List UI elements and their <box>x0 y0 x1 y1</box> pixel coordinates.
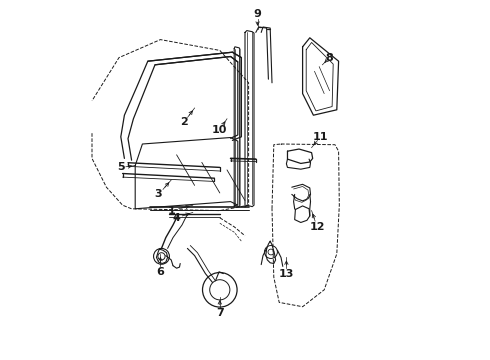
Text: 4: 4 <box>172 213 180 223</box>
Text: 9: 9 <box>254 9 262 19</box>
Text: 1: 1 <box>167 206 175 216</box>
Text: 13: 13 <box>279 269 294 279</box>
Text: 6: 6 <box>156 267 164 277</box>
Text: 8: 8 <box>326 53 334 63</box>
Text: 12: 12 <box>309 222 325 232</box>
Text: 2: 2 <box>180 117 188 127</box>
Text: 11: 11 <box>313 132 328 142</box>
Text: 7: 7 <box>216 308 223 318</box>
Text: 5: 5 <box>117 162 124 172</box>
Text: 3: 3 <box>155 189 162 199</box>
Text: 10: 10 <box>212 125 227 135</box>
